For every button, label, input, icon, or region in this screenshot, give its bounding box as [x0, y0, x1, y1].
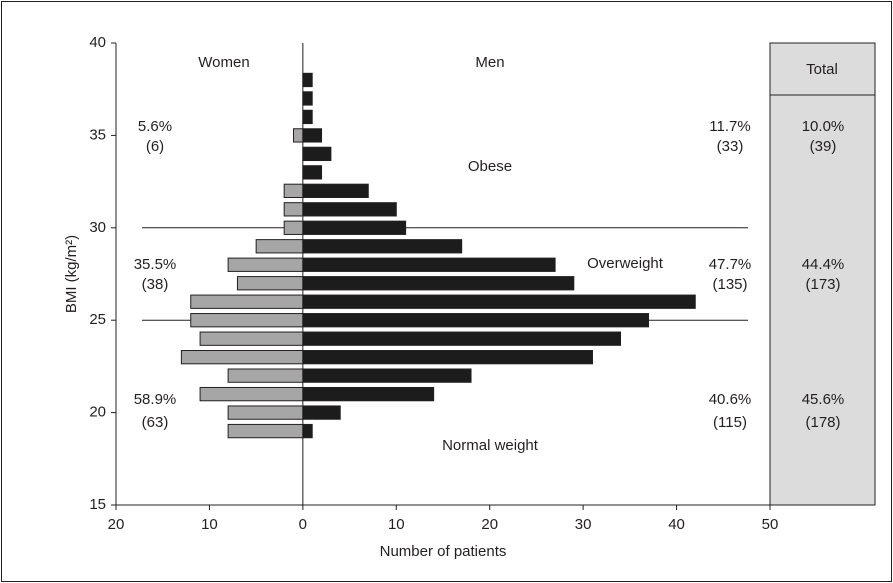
total-panel	[769, 42, 876, 506]
bar	[199, 386, 304, 402]
bar	[302, 386, 435, 402]
summary-value: 58.9%	[134, 391, 177, 408]
summary-value: (6)	[146, 138, 164, 155]
bar	[283, 202, 304, 217]
bar	[302, 405, 341, 420]
bar	[227, 423, 304, 439]
bar	[302, 257, 556, 272]
total-header: Total	[806, 61, 838, 78]
bar	[236, 276, 304, 291]
bar	[283, 220, 304, 235]
summary-value: 11.7%	[709, 118, 750, 135]
bar	[302, 239, 463, 254]
bar	[180, 350, 304, 365]
bar	[302, 350, 593, 365]
region-label: Obese	[468, 158, 512, 175]
bar	[302, 294, 696, 309]
x-tick-label: 20	[481, 516, 498, 533]
y-tick-label: 40	[89, 34, 106, 51]
summary-value: 40.6%	[709, 391, 752, 408]
bar	[302, 72, 313, 88]
summary-value: (38)	[142, 276, 169, 293]
region-label: Normal weight	[442, 437, 539, 454]
x-tick-label: 30	[575, 516, 592, 533]
bar	[302, 128, 323, 143]
summary-value: (63)	[142, 414, 169, 431]
bar	[190, 294, 304, 309]
bar	[302, 202, 397, 217]
bar	[302, 220, 407, 235]
x-axis-label: Number of patients	[380, 543, 507, 560]
summary-value: 35.5%	[134, 256, 177, 273]
x-tick-label: 0	[299, 516, 307, 533]
summary-value: (178)	[805, 414, 840, 431]
y-tick-label: 15	[89, 496, 106, 513]
bar	[302, 165, 323, 180]
summary-value: (33)	[717, 138, 744, 155]
bar	[302, 276, 575, 291]
x-tick-label: 50	[762, 516, 779, 533]
bar	[302, 313, 650, 328]
bar	[302, 423, 313, 439]
x-tick-label: 20	[108, 516, 125, 533]
series-label: Women	[198, 54, 249, 71]
bar	[302, 331, 622, 346]
summary-value: 45.6%	[802, 391, 845, 408]
bar	[255, 239, 304, 254]
bar	[302, 146, 332, 162]
region-label: Overweight	[587, 255, 664, 272]
x-tick-label: 10	[388, 516, 405, 533]
summary-value: (39)	[810, 138, 837, 155]
bar	[283, 183, 304, 198]
y-axis-label: BMI (kg/m²)	[63, 235, 80, 313]
summary-value: (115)	[713, 414, 747, 431]
bar	[302, 183, 369, 198]
bar	[302, 91, 313, 106]
summary-value: (173)	[805, 276, 840, 293]
bar	[199, 331, 304, 346]
y-tick-label: 35	[89, 126, 106, 143]
bar	[227, 405, 304, 420]
bar	[302, 109, 313, 125]
summary-value: 10.0%	[802, 118, 845, 135]
series-label: Men	[475, 54, 504, 71]
y-tick-label: 25	[89, 311, 106, 328]
bar	[227, 368, 304, 383]
summary-value: 5.6%	[138, 118, 172, 135]
x-tick-label: 10	[201, 516, 218, 533]
bar	[227, 257, 304, 272]
bar	[302, 368, 472, 383]
summary-value: (135)	[712, 276, 747, 293]
y-tick-label: 30	[89, 219, 106, 236]
y-tick-label: 20	[89, 404, 106, 421]
summary-value: 47.7%	[709, 256, 752, 273]
summary-value: 44.4%	[802, 256, 845, 273]
bar	[190, 313, 304, 328]
x-tick-label: 40	[668, 516, 685, 533]
bar	[293, 128, 304, 143]
